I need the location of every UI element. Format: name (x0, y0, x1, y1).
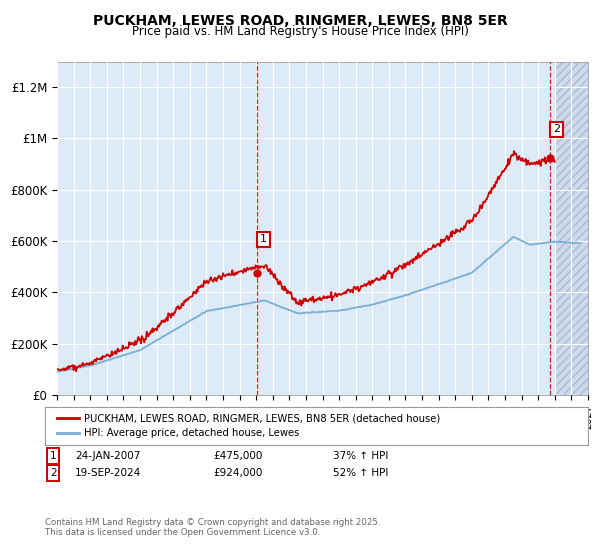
Bar (555, 62, 588, 395)
Text: 1: 1 (50, 451, 56, 461)
Text: 52% ↑ HPI: 52% ↑ HPI (333, 468, 388, 478)
Text: 37% ↑ HPI: 37% ↑ HPI (333, 451, 388, 461)
Text: Price paid vs. HM Land Registry's House Price Index (HPI): Price paid vs. HM Land Registry's House … (131, 25, 469, 38)
Text: 2: 2 (50, 468, 56, 478)
Text: £475,000: £475,000 (213, 451, 262, 461)
Legend: PUCKHAM, LEWES ROAD, RINGMER, LEWES, BN8 5ER (detached house), HPI: Average pric: PUCKHAM, LEWES ROAD, RINGMER, LEWES, BN8… (53, 410, 444, 442)
Text: 24-JAN-2007: 24-JAN-2007 (75, 451, 140, 461)
Text: PUCKHAM, LEWES ROAD, RINGMER, LEWES, BN8 5ER: PUCKHAM, LEWES ROAD, RINGMER, LEWES, BN8… (92, 14, 508, 28)
Text: £924,000: £924,000 (213, 468, 262, 478)
Text: 2: 2 (553, 124, 560, 134)
Text: Contains HM Land Registry data © Crown copyright and database right 2025.
This d: Contains HM Land Registry data © Crown c… (45, 518, 380, 538)
Bar (555, 62, 588, 395)
Text: 1: 1 (260, 234, 267, 244)
Text: 19-SEP-2024: 19-SEP-2024 (75, 468, 141, 478)
